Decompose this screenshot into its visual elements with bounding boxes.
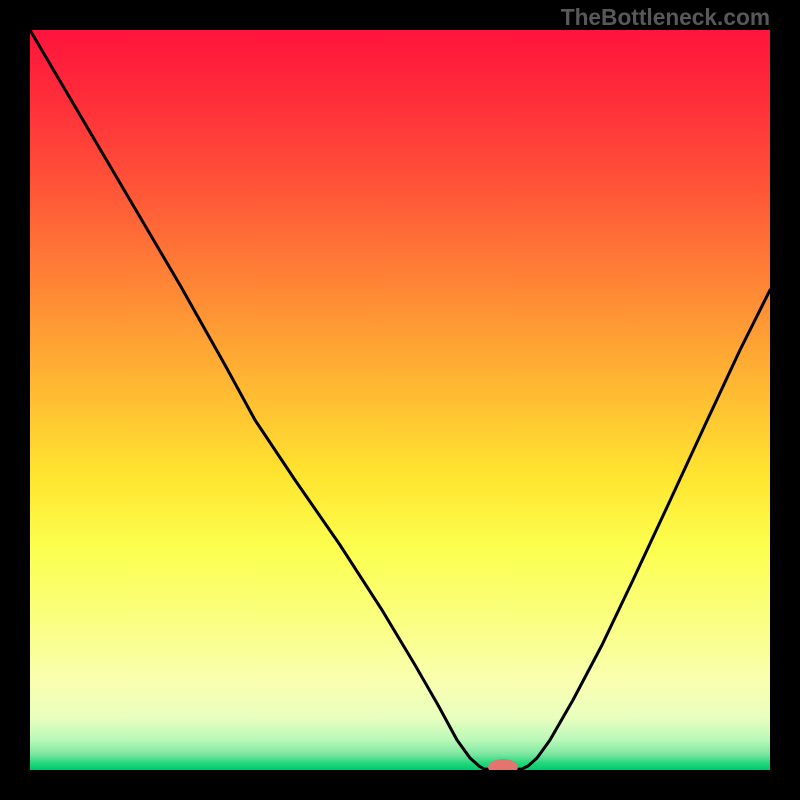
chart-viewport: TheBottleneck.com	[0, 0, 800, 800]
plot-area	[30, 30, 770, 770]
attribution-text: TheBottleneck.com	[561, 4, 770, 31]
optimum-marker	[30, 30, 770, 770]
